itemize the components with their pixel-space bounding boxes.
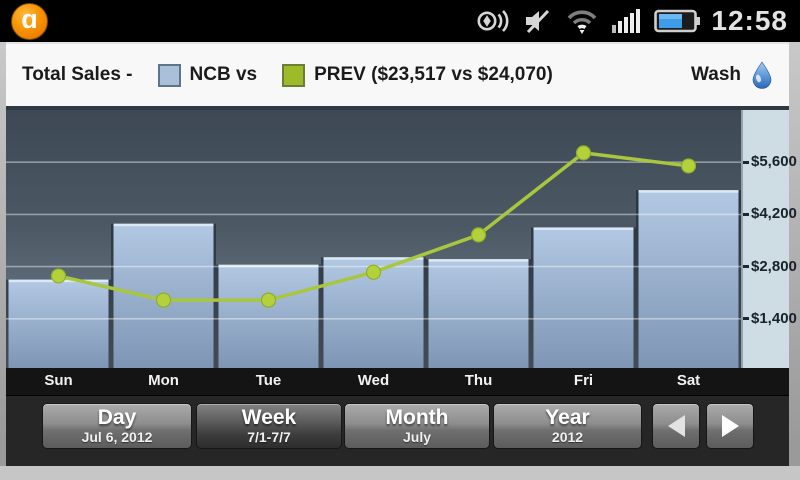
ncb-legend-label: NCB vs [189,64,258,85]
day-label: Mon [148,372,179,389]
legend-item-ncb: NCB vs [157,63,258,87]
period-toolbar: Day Jul 6, 2012 Week 7/1-7/7 Month July … [6,395,789,466]
day-label: Sun [44,372,73,389]
month-button-sublabel: July [402,429,431,445]
legend-item-prev: PREV ($23,517 vs $24,070) [282,63,553,87]
y-tick-label: $5,600 [751,153,797,171]
day-label: Sat [676,372,701,389]
prev-point [155,292,172,308]
month-button[interactable]: Month July [344,403,490,449]
y-tick-mark [743,160,749,164]
ncb-bar [638,190,739,368]
prev-point [470,227,487,243]
day-button-label: Day [97,406,137,429]
app-badge-letter: ɑ [21,4,38,34]
ncb-bar [428,259,529,368]
prev-point [260,292,277,308]
year-button[interactable]: Year 2012 [493,403,642,449]
previous-period-button[interactable] [652,403,700,449]
year-button-label: Year [545,406,590,429]
ncb-bar [533,227,634,368]
prev-legend-swatch [282,63,306,87]
wifi-icon [568,9,597,34]
media-share-icon [477,10,509,32]
y-tick-mark [743,212,749,216]
status-bar: ɑ [0,0,800,42]
app-notification-icon: ɑ [11,2,48,40]
signal-strength-icon [612,9,641,33]
ncb-bar [218,264,319,368]
chart-area[interactable] [6,110,741,368]
prev-point [50,268,67,284]
year-button-sublabel: 2012 [551,429,584,445]
week-button[interactable]: Week 7/1-7/7 [196,403,342,449]
wash-label: Wash [691,64,741,85]
month-button-label: Month [385,406,449,429]
water-drop-icon [752,61,772,89]
y-tick-label: $4,200 [751,205,797,223]
header-divider [6,106,789,110]
prev-legend-label: PREV ($23,517 vs $24,070) [314,64,553,85]
y-tick-mark [743,265,749,269]
arrow-left-icon [667,415,685,437]
prev-point [575,145,592,161]
prev-point [680,158,697,174]
page-title: Total Sales - [22,64,133,85]
prev-point [365,264,382,280]
arrow-right-icon [721,415,739,437]
wash-selector[interactable]: Wash [691,61,773,89]
day-label: Thu [464,372,493,389]
day-button-sublabel: Jul 6, 2012 [81,429,153,445]
volume-muted-icon [526,9,550,34]
y-tick-label: $1,400 [751,309,797,327]
day-label: Wed [357,372,390,389]
y-tick-label: $2,800 [751,257,797,275]
next-period-button[interactable] [706,403,754,449]
chart-canvas [6,145,741,368]
ncb-legend-swatch [157,63,181,87]
y-axis-panel: $5,600 $4,200 $2,800 $1,400 [741,110,797,368]
ncb-bar [8,279,109,368]
x-axis: Sun Mon Tue Wed Thu Fri Sat [6,368,789,395]
bottom-margin [0,466,800,480]
week-button-sublabel: 7/1-7/7 [247,429,291,445]
day-button[interactable]: Day Jul 6, 2012 [42,403,192,449]
clock-text: 12:58 [711,5,788,36]
chart-header: Total Sales - NCB vs PREV ($23,517 vs $2… [6,42,789,106]
y-tick-mark [743,317,749,321]
week-button-label: Week [241,406,297,429]
battery-icon [654,9,701,33]
day-label: Fri [573,372,594,389]
day-label: Tue [255,372,282,389]
